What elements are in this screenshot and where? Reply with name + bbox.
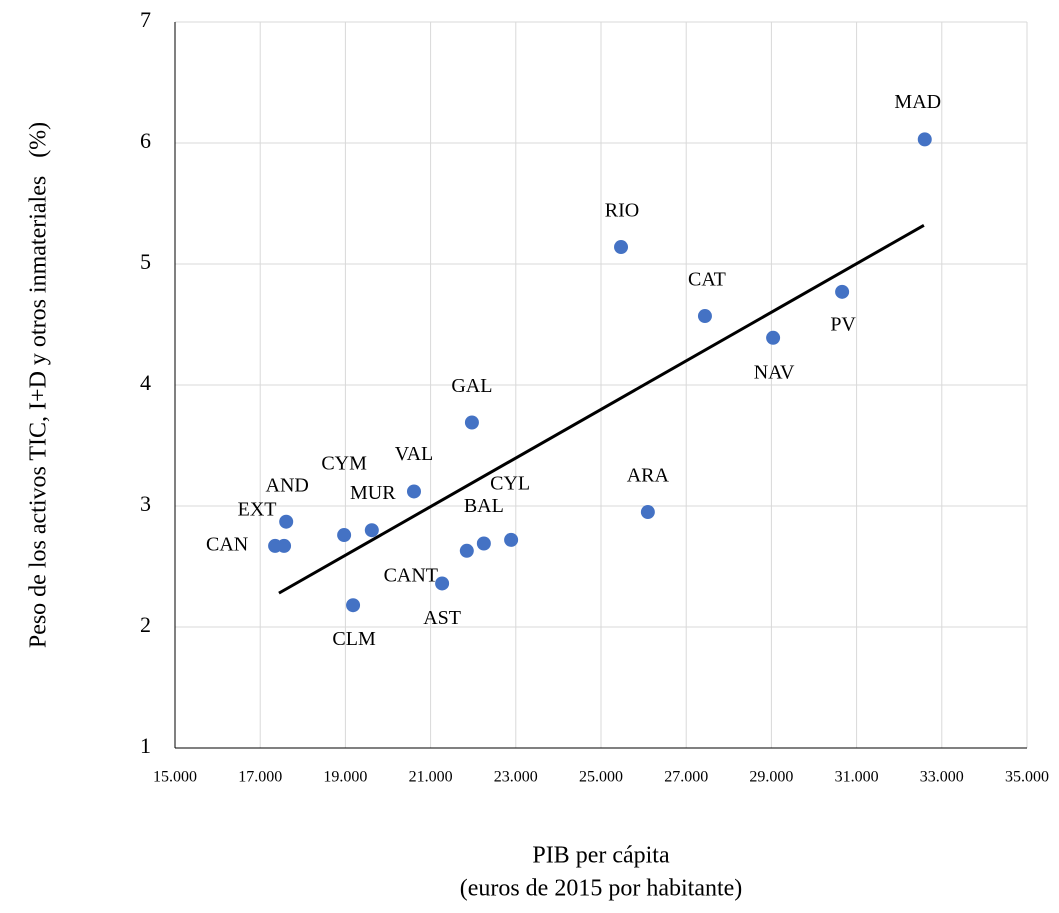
y-axis-title: Peso de los activos TIC, I+D y otros inm…: [26, 122, 52, 648]
point-label: CANT: [384, 564, 438, 586]
data-point: [268, 538, 283, 553]
data-point: [459, 543, 474, 558]
y-tick-label: 1: [140, 733, 151, 758]
point-label: CAT: [688, 269, 726, 291]
y-tick-label: 6: [140, 128, 151, 153]
point-label: VAL: [395, 443, 434, 465]
data-point: [346, 598, 361, 613]
data-point: [640, 505, 655, 520]
point-label: BAL: [464, 495, 504, 517]
data-point: [435, 576, 450, 591]
point-label: ARA: [627, 465, 670, 487]
point-label: CLM: [332, 628, 376, 650]
y-tick-label: 4: [140, 370, 151, 395]
point-label: EXT: [238, 499, 277, 521]
data-point: [835, 284, 850, 299]
data-point: [364, 523, 379, 538]
x-tick-label: 17.000: [238, 769, 282, 786]
x-tick-label: 31.000: [835, 769, 879, 786]
data-point: [337, 528, 352, 543]
point-label: MUR: [350, 482, 396, 504]
y-tick-label: 5: [140, 249, 151, 274]
data-point: [279, 514, 294, 529]
y-tick-label: 3: [140, 491, 151, 516]
x-tick-label: 35.000: [1005, 769, 1049, 786]
x-axis-title: PIB per cápita: [532, 843, 670, 869]
data-point: [476, 536, 491, 551]
point-label: PV: [830, 313, 856, 335]
x-tick-label: 15.000: [153, 769, 197, 786]
x-tick-label: 19.000: [323, 769, 367, 786]
y-tick-label: 2: [140, 612, 151, 637]
point-label: CYL: [490, 472, 530, 494]
x-tick-label: 25.000: [579, 769, 623, 786]
x-axis-subtitle: (euros de 2015 por habitante): [460, 876, 743, 902]
data-point: [766, 330, 781, 345]
data-point: [697, 309, 712, 324]
data-point: [917, 132, 932, 147]
y-tick-label: 7: [140, 7, 151, 32]
data-point: [504, 532, 519, 547]
point-label: NAV: [754, 361, 795, 383]
point-label: AST: [423, 607, 461, 629]
data-point: [464, 415, 479, 430]
point-label: MAD: [894, 91, 941, 113]
x-tick-label: 29.000: [749, 769, 793, 786]
point-label: AND: [266, 474, 309, 496]
x-tick-label: 23.000: [494, 769, 538, 786]
point-label: RIO: [605, 200, 639, 222]
trend-line: [278, 223, 925, 595]
data-point: [406, 484, 421, 499]
x-tick-label: 27.000: [664, 769, 708, 786]
x-tick-label: 33.000: [920, 769, 964, 786]
data-point: [614, 240, 629, 255]
point-label: GAL: [451, 375, 492, 397]
x-tick-label: 21.000: [409, 769, 453, 786]
point-label: CYM: [321, 453, 367, 475]
point-label: CAN: [206, 534, 248, 556]
